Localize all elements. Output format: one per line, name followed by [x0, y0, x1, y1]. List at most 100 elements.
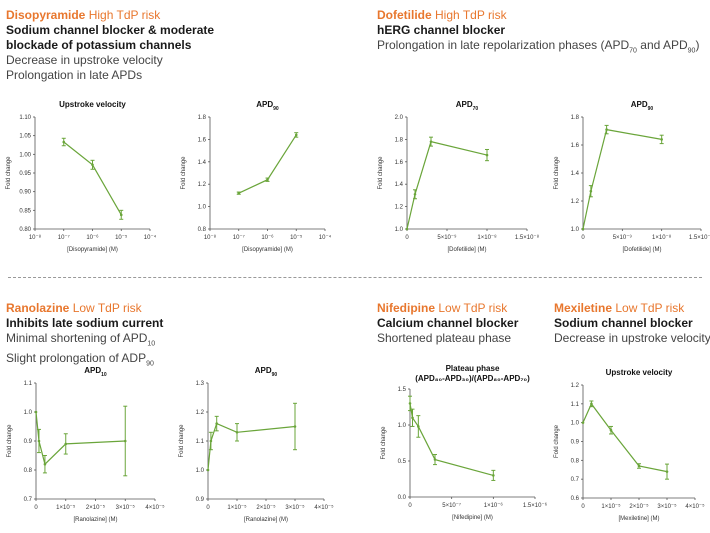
x-tick-label: 4×10⁻⁵ — [685, 503, 705, 510]
y-tick-label: 1.0 — [196, 468, 205, 474]
mechanism-line: blockade of potassium channels — [6, 38, 192, 52]
drug-name: Nifedipine — [377, 301, 436, 315]
effect-line: Prolongation in late repolarization phas… — [377, 38, 700, 55]
series-line — [582, 402, 668, 473]
x-tick-label: 3×10⁻⁵ — [657, 503, 677, 510]
chart-title-subscript: 10 — [101, 372, 107, 378]
x-tick-label: 10⁻⁶ — [261, 234, 274, 241]
x-tick-label: 10⁻⁴ — [319, 234, 332, 241]
section-nifedipine: Nifedipine Low TdP risk Calcium channel … — [377, 301, 518, 346]
x-tick-label: 2×10⁻⁵ — [256, 504, 276, 511]
data-point — [119, 213, 123, 217]
y-axis-label: Fold change — [7, 424, 13, 458]
y-tick-label: 1.5 — [398, 387, 407, 393]
y-tick-label: 1.6 — [198, 137, 207, 143]
section-ranolazine: Ranolazine Low TdP risk Inhibits late so… — [6, 301, 163, 372]
data-point — [405, 227, 409, 231]
y-tick-label: 1.4 — [395, 182, 404, 188]
mechanism-line: Inhibits late sodium current — [6, 316, 164, 330]
x-tick-label: 1×10⁻⁵ — [227, 504, 247, 511]
chart-title-line2: (APD₈₀-APD₃₀)/(APD₈₀-APD₇₀) — [415, 374, 530, 383]
data-point — [62, 140, 66, 144]
y-tick-label: 0.80 — [19, 227, 31, 233]
y-tick-label: 1.2 — [571, 383, 580, 389]
mechanism-line: Sodium channel blocker — [554, 316, 693, 330]
y-tick-label: 1.8 — [198, 115, 207, 121]
x-tick-label: 10⁻⁴ — [144, 234, 157, 241]
x-tick-label: 10⁻⁷ — [233, 234, 245, 241]
chart-title: Upstroke velocity — [59, 100, 126, 109]
series-line — [582, 128, 662, 230]
section-dofetilide: Dofetilide High TdP risk hERG channel bl… — [377, 8, 699, 58]
drug-name: Ranolazine — [6, 301, 70, 315]
effect-line: Decrease in upstroke velocity — [554, 331, 710, 345]
y-tick-label: 1.0 — [24, 410, 33, 416]
risk-label: Low TdP risk — [72, 301, 142, 315]
x-axis-label: [Disopyramide] (M) — [67, 247, 118, 253]
y-tick-label: 1.6 — [571, 143, 580, 149]
risk-label: High TdP risk — [435, 8, 507, 22]
data-point — [408, 402, 412, 405]
data-point — [123, 439, 127, 443]
y-tick-label: 0.9 — [24, 439, 33, 445]
data-point — [237, 191, 241, 195]
x-axis-label: [Dofetilide] (M) — [622, 247, 661, 253]
data-point — [43, 462, 47, 466]
drug-name: Disopyramide — [6, 8, 86, 22]
chart-title-subscript: 70 — [473, 106, 479, 112]
section-divider — [8, 277, 702, 278]
y-tick-label: 0.9 — [571, 440, 580, 446]
y-tick-label: 0.85 — [19, 208, 31, 214]
data-point — [209, 439, 213, 443]
data-point — [235, 431, 239, 434]
x-tick-label: 10⁻⁵ — [115, 234, 128, 241]
y-tick-label: 1.8 — [571, 115, 580, 121]
risk-label: Low TdP risk — [438, 301, 508, 315]
y-tick-label: 0.8 — [198, 227, 207, 233]
x-tick-label: 10⁻⁸ — [204, 234, 217, 241]
x-tick-label: 1.5×10⁻⁶ — [523, 502, 548, 509]
data-point — [637, 464, 641, 468]
x-axis-label: [Ranolazine] (M) — [73, 517, 117, 523]
x-tick-label: 10⁻⁸ — [29, 234, 42, 241]
x-tick-label: 0 — [206, 505, 210, 511]
y-tick-label: 1.05 — [19, 134, 31, 140]
y-axis-label: Fold change — [378, 156, 384, 190]
data-point — [581, 421, 585, 424]
y-tick-label: 0.6 — [571, 496, 580, 502]
x-tick-label: 10⁻⁶ — [86, 234, 99, 241]
data-point — [413, 192, 417, 196]
x-tick-label: 2×10⁻⁵ — [86, 504, 106, 511]
y-axis-label: Fold change — [554, 424, 560, 458]
section-disopyramide: Disopyramide High TdP risk Sodium channe… — [6, 8, 214, 83]
y-tick-label: 0.7 — [571, 477, 580, 483]
x-tick-label: 4×10⁻⁵ — [314, 504, 334, 511]
y-axis-label: Fold change — [381, 426, 387, 460]
y-tick-label: 1.0 — [398, 423, 407, 429]
y-tick-label: 0.8 — [24, 468, 33, 474]
mechanism-line: Sodium channel blocker & moderate — [6, 23, 215, 37]
x-tick-label: 5×10⁻⁹ — [613, 234, 633, 241]
risk-label: Low TdP risk — [615, 301, 685, 315]
y-tick-label: 1.6 — [395, 160, 404, 166]
x-axis-label: [Nifedipine] (M) — [452, 515, 493, 521]
x-tick-label: 0 — [581, 235, 585, 241]
x-tick-label: 3×10⁻⁵ — [116, 504, 136, 511]
data-point — [492, 474, 495, 477]
y-tick-label: 1.4 — [571, 171, 580, 177]
x-tick-label: 10⁻⁵ — [290, 234, 303, 241]
y-tick-label: 1.8 — [395, 137, 404, 143]
drug-name: Dofetilide — [377, 8, 432, 22]
data-point — [91, 163, 94, 167]
data-point — [294, 133, 298, 137]
data-point — [411, 416, 414, 420]
x-tick-label: 0 — [408, 503, 412, 509]
effect-line: Minimal shortening of APD10 — [6, 331, 156, 348]
y-axis-label: Fold change — [181, 156, 187, 190]
x-axis-label: [Dofetilide] (M) — [447, 247, 486, 253]
